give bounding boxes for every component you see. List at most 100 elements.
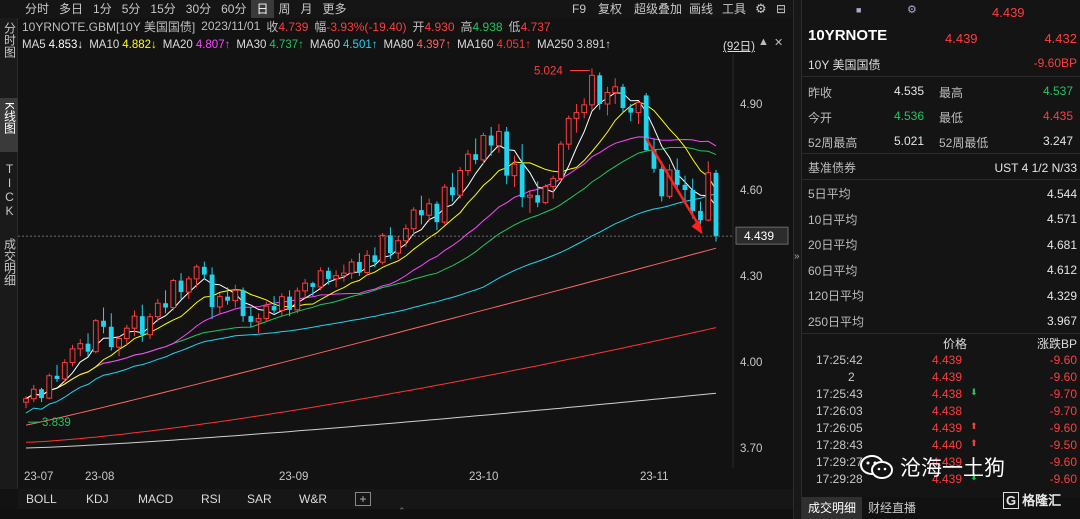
period-tab[interactable]: 日	[251, 0, 274, 18]
indicator-kdj[interactable]: KDJ	[86, 492, 109, 506]
period-tab[interactable]: 月	[300, 2, 313, 16]
indicator-sar[interactable]: SAR	[247, 492, 272, 506]
candle-body	[519, 164, 525, 198]
candle-body	[310, 283, 316, 287]
average-row: 120日平均 4.329	[808, 283, 1077, 308]
bond-row: 基准债券 UST 4 1/2 N/33	[808, 155, 1077, 180]
trade-bp: -9.60	[1049, 455, 1077, 469]
panel-tabs: 成交明细 财经直播	[802, 497, 1080, 519]
watermark-text: 沧海一土狗	[900, 456, 1005, 480]
ma-label: MA20	[162, 39, 193, 51]
y-tick-label: 4.00	[740, 357, 762, 369]
average-row: 250日平均 3.967	[808, 309, 1077, 334]
period-tab[interactable]: 更多	[322, 2, 347, 16]
expand-arrow-icon[interactable]: »	[794, 251, 800, 262]
open-field: 开4.930	[412, 18, 454, 35]
ma-value: 4.397↑	[416, 39, 452, 51]
average-row: 5日平均 4.544	[808, 181, 1077, 206]
period-tab[interactable]: 周	[278, 2, 291, 16]
ma-label: MA250	[537, 39, 574, 51]
period-tab[interactable]: 5分	[121, 2, 141, 16]
indicator-boll[interactable]: BOLL	[26, 492, 57, 506]
panel-symbol: 10YRNOTE	[808, 27, 888, 44]
average-label: 250日平均	[808, 314, 865, 329]
divider	[802, 76, 1080, 77]
candle-body	[527, 194, 533, 198]
quote-info-line: 10YRNOTE.GBM[10Y 美国国债] 2023/11/01 收4.739…	[22, 17, 551, 35]
ma-item: MA20 4.807↑	[163, 39, 231, 51]
draw-line-button[interactable]: 画线	[689, 2, 714, 16]
collapse-icon[interactable]: ▲	[758, 36, 769, 48]
f9-button[interactable]: F9	[572, 2, 587, 16]
resize-handle-icon[interactable]: ⌃	[398, 506, 406, 516]
candle-body	[635, 102, 642, 114]
average-row: 10日平均 4.571	[808, 207, 1077, 232]
indicator-macd[interactable]: MACD	[138, 492, 174, 506]
close-icon[interactable]: ✕	[774, 37, 784, 49]
average-value: 4.544	[1046, 186, 1077, 201]
ma-label: MA60	[309, 39, 340, 51]
close-icon[interactable]: ⊟	[776, 2, 787, 16]
panel-splitter[interactable]: »	[793, 0, 802, 519]
trade-price: 4.439	[932, 353, 963, 367]
wechat-icon	[860, 455, 894, 479]
quote-date: 2023/11/01	[201, 19, 261, 33]
candle-body	[480, 135, 487, 161]
average-label: 20日平均	[808, 238, 858, 252]
ma-label: MA30	[236, 39, 267, 51]
ma-value: 4.853↓	[48, 39, 84, 51]
period-tab[interactable]: 30分	[185, 2, 212, 16]
gear-icon[interactable]: ⚙	[755, 1, 767, 16]
candle-body	[573, 112, 580, 119]
arrow-up-icon: ⬆	[970, 438, 978, 448]
candle-body	[364, 254, 371, 274]
tab-live[interactable]: 财经直播	[868, 501, 917, 515]
candle-body	[154, 302, 161, 318]
tab-kline[interactable]: K线图	[0, 98, 18, 152]
ma-item: MA10 4.882↓	[89, 39, 157, 51]
panel-change: -9.60BP	[1033, 56, 1077, 70]
watermark: 沧海一土狗	[860, 452, 1005, 482]
kline-chart[interactable]: 4.90 4.60 4.30 4.00 3.70 4.439 5.024 3.839	[18, 54, 793, 468]
stat-label: 52周最低	[939, 136, 989, 150]
pin-icon[interactable]: ■	[856, 5, 862, 15]
candle-body	[185, 278, 192, 293]
indicator-rsi[interactable]: RSI	[201, 492, 222, 506]
gear-icon[interactable]: ⚙	[907, 4, 917, 16]
tools-button[interactable]: 工具	[722, 2, 747, 16]
candle-body	[565, 117, 572, 145]
add-indicator-icon[interactable]: +	[355, 492, 371, 506]
tab-trade-detail-label: 成交明细	[2, 238, 17, 286]
candle-body	[395, 240, 402, 254]
average-value: 4.571	[1046, 212, 1077, 226]
candle-body	[612, 86, 619, 94]
tab-trade-detail-panel[interactable]: 成交明细	[802, 497, 863, 519]
overlay-button[interactable]: 超级叠加	[634, 2, 683, 16]
x-tick-4: 23-11	[640, 471, 669, 483]
low-field: 低4.737	[509, 18, 551, 35]
tab-tick[interactable]: TICK	[0, 158, 18, 228]
tab-timeshare[interactable]: 分时图	[0, 22, 18, 70]
period-tab[interactable]: 15分	[150, 2, 176, 16]
indicator-wr[interactable]: W&R	[299, 492, 327, 506]
period-tab[interactable]: 分时	[25, 2, 50, 16]
candle-body	[147, 316, 153, 336]
trade-time: 2	[848, 370, 855, 384]
amp-field: 幅-3.93%(-19.40)	[314, 18, 406, 35]
period-tab[interactable]: 多日	[59, 2, 84, 16]
ma-item: MA60 4.501↑	[310, 39, 378, 51]
period-tab[interactable]: 1分	[93, 2, 112, 16]
symbol-name: 10YRNOTE.GBM[10Y 美国国债]	[22, 19, 196, 34]
candle-body	[348, 261, 355, 274]
top-price: 4.439	[992, 5, 1025, 20]
range-label[interactable]: (92日)	[723, 41, 755, 53]
ma160-line	[25, 327, 717, 443]
average-label: 60日平均	[808, 263, 858, 278]
stat-value: 3.247	[1042, 134, 1073, 148]
adjust-button[interactable]: 复权	[598, 2, 623, 16]
tab-trade-detail[interactable]: 成交明细	[0, 236, 18, 306]
arrow-down-icon: ⬇	[970, 387, 978, 397]
ma-item: MA5 4.853↓	[22, 39, 83, 51]
period-tab[interactable]: 60分	[221, 2, 247, 16]
candle-body	[163, 303, 168, 308]
